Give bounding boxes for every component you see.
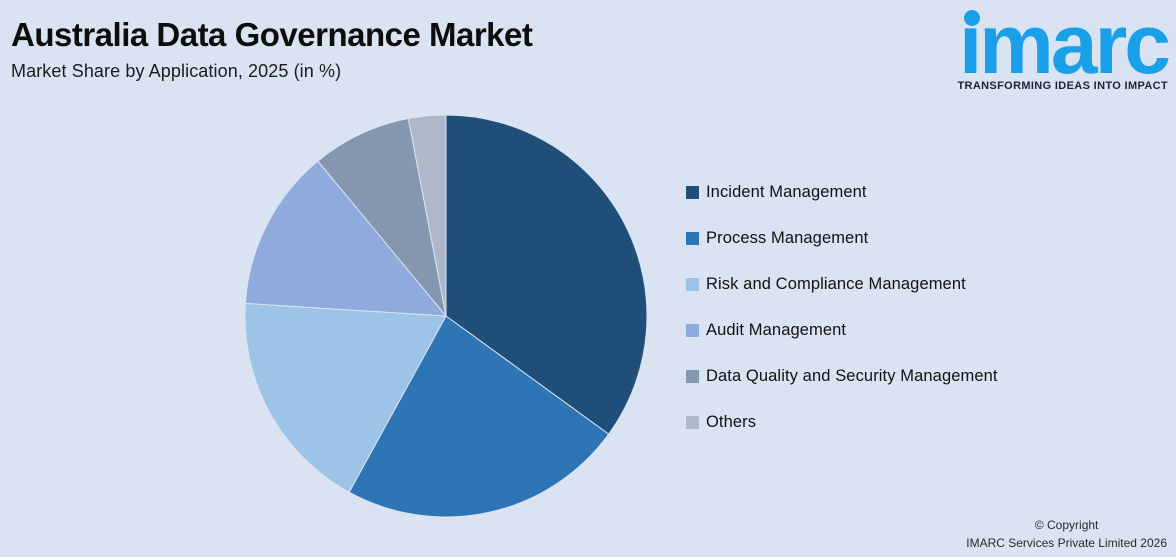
legend-label: Data Quality and Security Management <box>706 367 998 385</box>
pie-chart-svg <box>244 114 648 518</box>
copyright-line2: IMARC Services Private Limited 2026 <box>966 535 1167 550</box>
legend-swatch-icon <box>686 186 699 199</box>
legend-label: Process Management <box>706 229 869 247</box>
chart-header: Australia Data Governance Market Market … <box>11 16 533 82</box>
legend-item-others: Others <box>686 413 998 432</box>
imarc-wordmark: ımarc <box>959 2 1171 86</box>
pie-slice-5 <box>407 114 447 317</box>
pie-chart <box>224 95 668 539</box>
copyright-notice: © Copyright IMARC Services Private Limit… <box>966 517 1167 552</box>
imarc-logo-dot-icon <box>963 10 980 26</box>
legend-label: Risk and Compliance Management <box>706 275 966 293</box>
imarc-wordmark-text: ımarc <box>958 0 1171 91</box>
pie-slice-0 <box>445 114 648 435</box>
legend-label: Audit Management <box>706 321 847 339</box>
page-title: Australia Data Governance Market <box>11 16 533 53</box>
legend-swatch-icon <box>686 324 699 337</box>
legend-label: Others <box>706 413 757 431</box>
imarc-logo: ımarc TRANSFORMING IDEAS INTO IMPACT <box>928 0 1171 92</box>
legend-item-risk-and-compliance-management: Risk and Compliance Management <box>686 275 998 294</box>
legend-item-data-quality-and-security-management: Data Quality and Security Management <box>686 367 998 386</box>
legend-item-audit-management: Audit Management <box>686 321 998 340</box>
legend-label: Incident Management <box>706 183 867 201</box>
imarc-tagline: TRANSFORMING IDEAS INTO IMPACT <box>957 80 1168 92</box>
copyright-line1: © Copyright <box>1034 518 1099 533</box>
legend-item-incident-management: Incident Management <box>686 183 998 202</box>
legend-swatch-icon <box>686 370 699 383</box>
pie-slice-2 <box>244 302 447 493</box>
pie-slice-1 <box>348 315 610 518</box>
chart-legend: Incident Management Process Management R… <box>686 183 998 432</box>
pie-slice-4 <box>317 118 447 317</box>
legend-item-process-management: Process Management <box>686 229 998 248</box>
legend-swatch-icon <box>686 416 699 429</box>
page-subtitle: Market Share by Application, 2025 (in %) <box>11 60 342 81</box>
pie-slice-3 <box>244 160 447 317</box>
legend-swatch-icon <box>686 232 699 245</box>
legend-swatch-icon <box>686 278 699 291</box>
